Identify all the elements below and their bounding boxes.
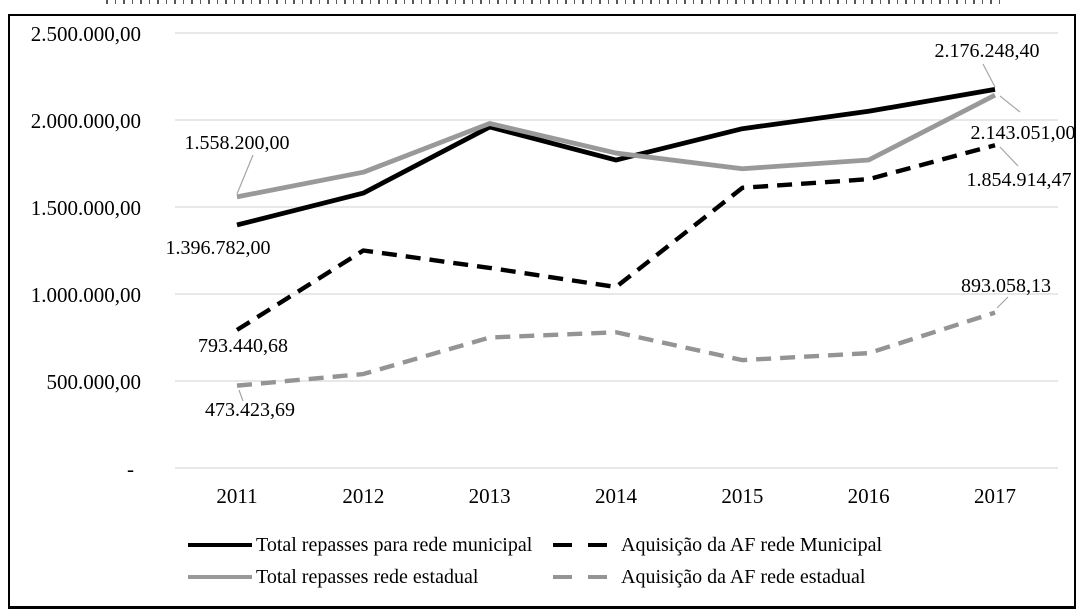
legend-item-af-municipal: Aquisição da AF rede Municipal bbox=[553, 534, 882, 556]
data-label: 793.440,68 bbox=[198, 335, 288, 357]
annotation-leader bbox=[996, 296, 1009, 309]
legend-label: Total repasses rede estadual bbox=[256, 565, 479, 588]
data-label: 1.854.914,47 bbox=[967, 169, 1072, 191]
legend-swatch-solid-black bbox=[188, 543, 252, 547]
chart-legend: Total repasses para rede municipal Aquis… bbox=[188, 534, 882, 588]
legend-item-af-estadual: Aquisição da AF rede estadual bbox=[553, 566, 882, 588]
cropped-caption-fragment bbox=[106, 0, 1004, 4]
y-tick-label: 500.000,00 bbox=[47, 370, 142, 394]
y-tick-label: 2.500.000,00 bbox=[31, 22, 141, 46]
x-tick-label: 2011 bbox=[216, 484, 257, 508]
data-label: 893.058,13 bbox=[961, 275, 1051, 297]
y-tick-label: 1.500.000,00 bbox=[31, 196, 141, 220]
x-tick-label: 2013 bbox=[469, 484, 511, 508]
annotation-leader bbox=[982, 63, 996, 88]
chart-frame bbox=[8, 14, 1076, 609]
legend-swatch-dashed-black bbox=[553, 543, 608, 547]
series-line-3 bbox=[236, 310, 996, 388]
legend-swatch-solid-gray bbox=[188, 575, 252, 579]
legend-swatch-dashed-gray bbox=[553, 575, 608, 579]
x-tick-label: 2016 bbox=[848, 484, 890, 508]
legend-item-total-municipal: Total repasses para rede municipal bbox=[188, 534, 553, 556]
data-label: 473.423,69 bbox=[205, 399, 295, 421]
annotation-leader bbox=[236, 154, 254, 195]
series-line-1 bbox=[235, 143, 996, 332]
annotation-leader bbox=[999, 95, 1021, 113]
y-tick-label: - bbox=[127, 457, 134, 481]
y-tick-label: 1.000.000,00 bbox=[31, 283, 141, 307]
data-label: 2.176.248,40 bbox=[935, 40, 1040, 62]
legend-label: Aquisição da AF rede Municipal bbox=[621, 533, 883, 556]
x-tick-label: 2015 bbox=[721, 484, 763, 508]
series-line-0 bbox=[236, 86, 996, 228]
data-label: 1.396.782,00 bbox=[166, 237, 271, 259]
annotation-leader bbox=[999, 146, 1019, 167]
x-tick-label: 2014 bbox=[595, 484, 638, 508]
legend-item-total-estadual: Total repasses rede estadual bbox=[188, 566, 553, 588]
annotation-leader bbox=[238, 389, 244, 402]
x-tick-label: 2017 bbox=[974, 484, 1016, 508]
y-tick-label: 2.000.000,00 bbox=[31, 109, 141, 133]
x-tick-label: 2012 bbox=[342, 484, 384, 508]
legend-label: Total repasses para rede municipal bbox=[256, 533, 533, 556]
data-label: 1.558.200,00 bbox=[185, 132, 290, 154]
data-label: 2.143.051,00 bbox=[971, 122, 1076, 144]
legend-label: Aquisição da AF rede estadual bbox=[621, 565, 866, 588]
series-line-2 bbox=[236, 92, 997, 200]
